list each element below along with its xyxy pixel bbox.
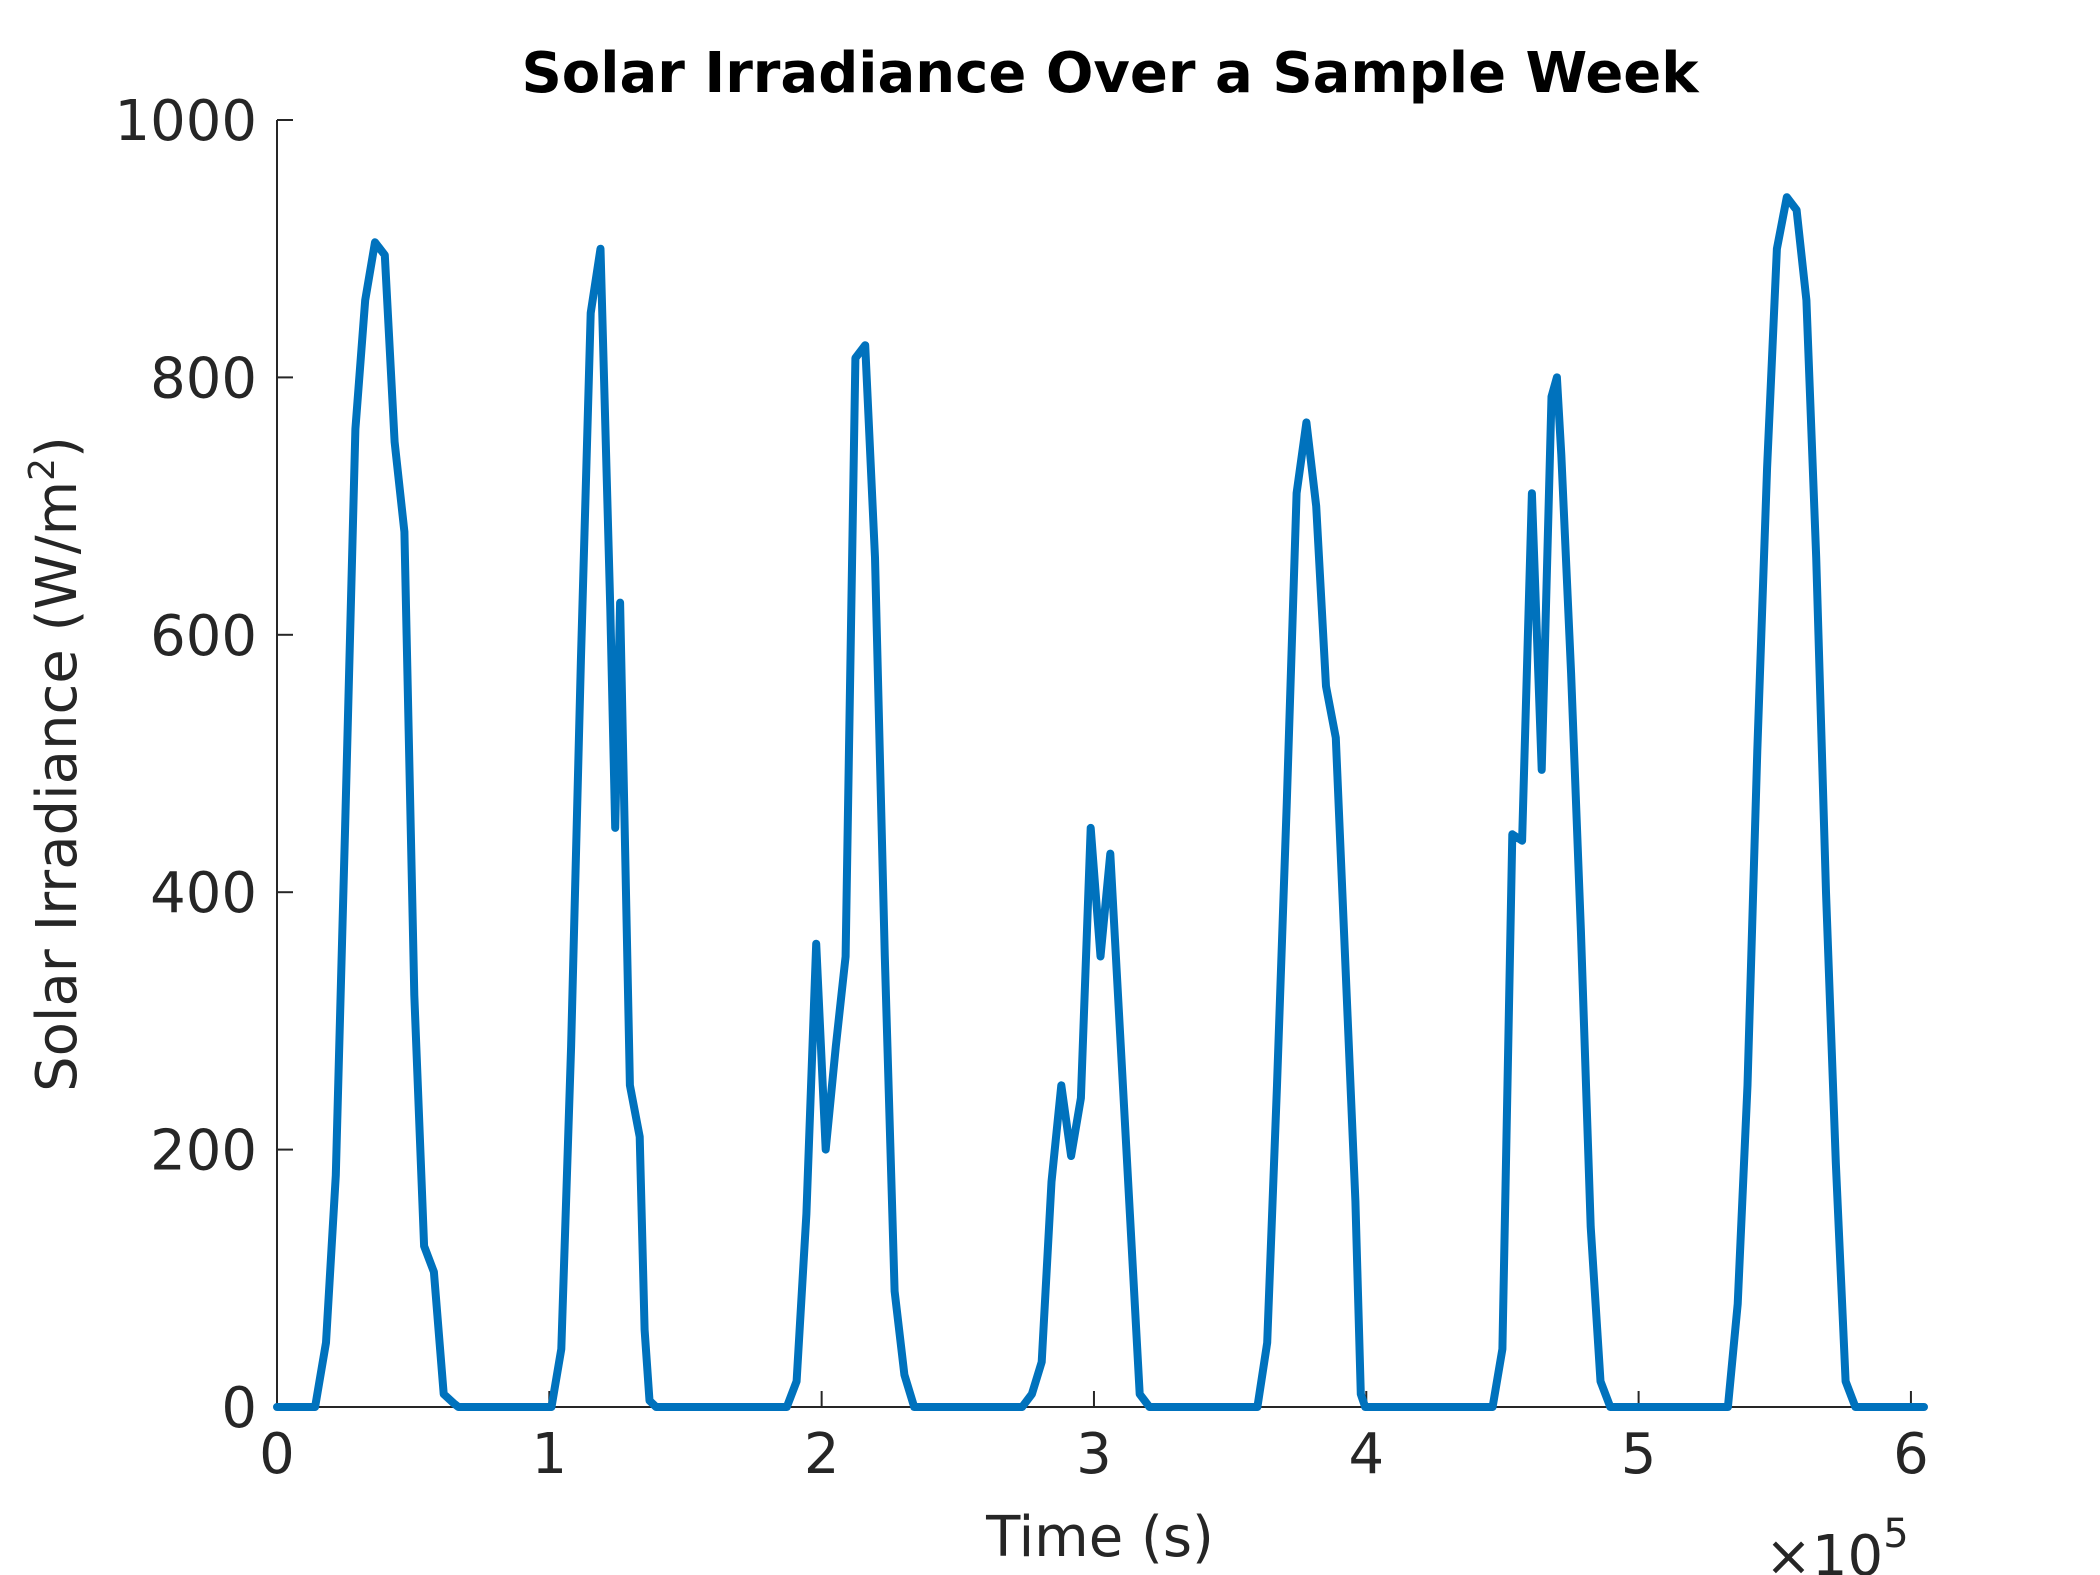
chart-title: Solar Irradiance Over a Sample Week <box>521 41 1700 106</box>
y-axis-label-close: ) <box>25 436 90 458</box>
x-tick-label: 6 <box>1893 1422 1929 1487</box>
x-axis-ticks: 0 1 2 3 4 5 6 <box>259 1391 1929 1487</box>
x-tick-label: 0 <box>259 1422 295 1487</box>
y-tick-label: 1000 <box>114 89 257 154</box>
y-axis-label: Solar Irradiance (W/m2) <box>22 436 90 1092</box>
x-axis-label: Time (s) <box>985 1505 1214 1570</box>
x-exponent-power: 5 <box>1883 1511 1908 1557</box>
y-tick-label: 200 <box>150 1119 257 1184</box>
y-tick-label: 800 <box>150 346 257 411</box>
y-tick-label: 0 <box>221 1376 257 1441</box>
x-tick-label: 4 <box>1348 1422 1384 1487</box>
y-axis-ticks: 0 200 400 600 800 1000 <box>114 89 293 1441</box>
irradiance-series-line <box>273 193 1928 1411</box>
x-exponent-base: ×10 <box>1765 1524 1883 1575</box>
x-tick-label: 5 <box>1621 1422 1657 1487</box>
x-axis-exponent: ×105 <box>1765 1511 1909 1575</box>
y-tick-label: 400 <box>150 861 257 926</box>
x-tick-label: 3 <box>1076 1422 1112 1487</box>
y-tick-label: 600 <box>150 604 257 669</box>
x-tick-label: 1 <box>532 1422 568 1487</box>
y-axis-label-main: Solar Irradiance (W/m <box>25 481 90 1092</box>
y-axis-label-superscript: 2 <box>22 458 63 481</box>
x-tick-label: 2 <box>804 1422 840 1487</box>
